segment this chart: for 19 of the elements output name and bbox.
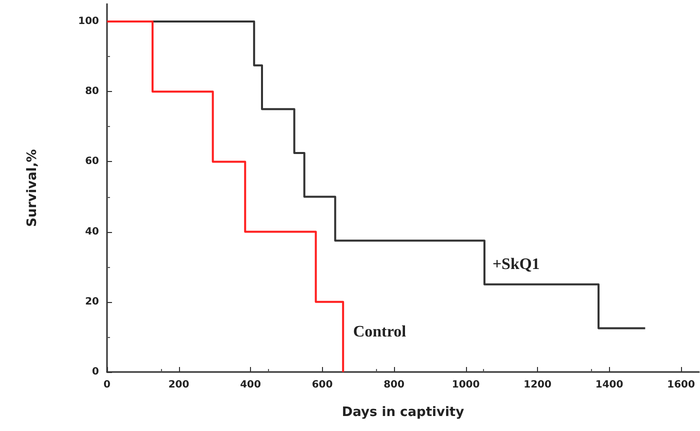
- x-tick-label: 600: [312, 380, 333, 390]
- series-label: Control: [353, 324, 407, 340]
- y-tick-label: 0: [92, 366, 100, 378]
- y-tick-label: 40: [85, 226, 100, 238]
- x-tick-label: 200: [168, 380, 190, 390]
- x-tick-label: 0: [104, 380, 111, 390]
- y-tick-label: 100: [78, 16, 100, 28]
- series-label: +SkQ1: [492, 256, 540, 273]
- x-tick-label: 1400: [595, 380, 624, 390]
- x-tick-label: 400: [240, 380, 261, 390]
- y-axis-title: Survival,%: [25, 149, 40, 227]
- x-tick-label: 1000: [452, 380, 480, 390]
- x-axis-title: Days in captivity: [342, 405, 465, 420]
- y-tick-label: 60: [85, 156, 100, 168]
- y-tick-label: 80: [85, 86, 100, 98]
- x-tick-label: 1600: [667, 380, 696, 390]
- y-tick-label: 20: [85, 296, 100, 308]
- x-tick-label: 800: [384, 380, 405, 390]
- x-tick-label: 1200: [524, 380, 552, 390]
